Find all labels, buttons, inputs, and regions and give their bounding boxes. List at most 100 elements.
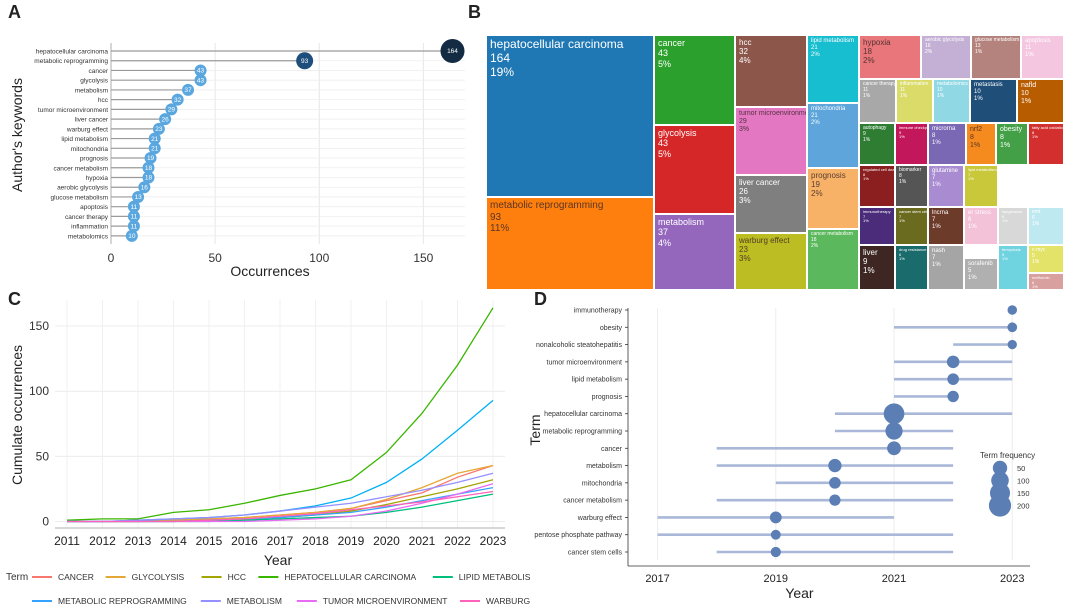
treemap-cell-pct: 1% [968,176,974,182]
treemap-cell-count: 8 [970,134,974,142]
treemap-cell-count: 9 [899,129,902,135]
treemap-cell-count: 7 [932,254,936,261]
treemap-cell-count: 8 [932,132,936,139]
category-tick-label: tumor microenvironment [38,107,108,114]
lollipop-value-label: 29 [168,107,176,114]
treemap-cell-count: 7 [899,213,902,219]
term-dot [1007,305,1018,315]
lollipop-value-label: 13 [134,194,142,201]
y-axis-title: Author's keywords [9,78,25,192]
treemap-cell-label: immune checkpoint inhibitors [899,125,928,130]
series-line [67,490,494,523]
category-tick-label: metabolism [75,87,108,94]
treemap-cell: obesity 8 1% [996,123,1028,165]
legend-label: LIPID METABOLISM [459,572,530,582]
x-tick-label: 2016 [231,534,258,548]
lollipop-value-label: 11 [131,223,138,230]
treemap-cell-pct: 1% [863,218,869,224]
term-dot [885,422,903,440]
lollipop-dot [127,210,140,223]
treemap-cell-label: liver [863,248,878,257]
treemap-cell: metastasis 10 1% [970,79,1017,123]
term-label: cancer metabolism [563,498,622,505]
treemap-cell-label: metastasis [974,82,1003,88]
treemap-cell-label: c-myc [1032,247,1046,253]
lollipop-value-label: 21 [151,136,159,143]
treemap-cell-pct: 1% [932,139,941,146]
treemap-cell-count: 7 [863,213,866,219]
treemap-cell: metabolism 37 4% [654,214,735,290]
treemap-cell-count: 18 [811,236,817,243]
treemap-cell-count: 37 [658,227,669,238]
treemap-cell-count: 6 [1032,214,1035,221]
treemap-cell-pct: 1% [1032,134,1038,140]
treemap-cell: tumor microenvironment 29 3% [735,107,807,175]
category-tick-label: apoptosis [80,204,109,211]
treemap-cell-count: 26 [739,187,748,197]
panel-c-letter: C [8,289,21,309]
treemap-cell-count: 8 [863,171,866,177]
treemap-cell-label: nafld [1021,82,1037,89]
treemap-cell: cancer 43 5% [654,35,735,125]
lollipop-dot [148,132,161,145]
treemap-cell-pct: 2% [863,56,875,66]
treemap-cell-label: hepatocellular carcinoma [490,37,624,51]
treemap-cell-label: mitochondria [811,106,846,112]
term-label: tumor microenvironment [547,359,623,366]
treemap-cell-count: 9 [863,130,866,137]
treemap-cell: apoptosis 11 1% [1021,35,1064,79]
term-label: mitochondria [582,480,622,487]
panel-a-letter: A [8,2,21,22]
lollipop-dot [194,74,207,87]
treemap-cell: nafld 10 1% [1017,79,1064,123]
treemap-cell-label: metformin [1032,275,1050,280]
treemap-cell: lipogenesis 6 1% [998,207,1028,245]
lollipop-dot [127,220,140,233]
treemap-cell-pct: 3% [739,254,751,264]
treemap-cell: lncrna 7 1% [928,207,964,245]
treemap-cell-label: fatty acid oxidation [1032,125,1064,130]
legend-label: HCC [228,572,246,582]
legend-size-dot [988,494,1012,517]
treemap-cell-label: drug resistance [899,247,927,252]
lollipop-dot [165,103,178,116]
treemap-cell-count: 7 [968,171,971,177]
x-tick-label: 2021 [882,573,906,585]
x-tick-label: 2015 [196,534,223,548]
treemap-cell: c-myc 5 1% [1028,245,1064,273]
lollipop-dot [125,229,138,242]
treemap-cell-label: cancer [658,38,686,48]
x-tick-label: 0 [108,251,115,265]
treemap-cell-count: 16 [925,42,931,49]
term-label: warburg effect [577,515,622,522]
x-tick-label: 2011 [54,534,80,548]
treemap-cell-pct: 1% [970,142,981,150]
legend-size-label: 200 [1017,502,1030,511]
treemap-cell-label: er stress [968,210,992,216]
x-tick-label: 2019 [338,534,365,548]
category-tick-label: hepatocellular carcinoma [36,49,109,56]
treemap-cell: metformin 6 1% [1028,273,1064,290]
term-label: cancer [601,446,623,453]
lollipop-dot [132,190,145,203]
treemap-cell-pct: 5% [658,58,672,69]
treemap-cell-count: 43 [658,48,669,59]
treemap-cell-pct: 5% [658,148,672,159]
treemap-cell-label: ferroptosis [1002,247,1021,252]
category-tick-label: prognosis [80,156,109,163]
panel-b-letter: B [468,2,481,22]
treemap-cell: drug resistance 6 1% [895,245,928,290]
treemap-cell-pct: 1% [1000,142,1011,150]
lollipop-value-label: 43 [197,68,205,75]
treemap-cell-pct: 1% [968,274,977,281]
treemap-cell-count: 10 [974,88,981,95]
treemap-cell: er stress 6 1% [964,207,998,245]
legend-title: Term frequency [980,451,1035,460]
treemap-cell-label: lipid metabolism [968,167,997,172]
treemap-cell-label: metabolism [658,217,705,227]
lollipop-value-label: 43 [197,77,205,84]
treemap-cell: nash 7 1% [928,245,964,290]
legend-size-dot [992,460,1008,476]
treemap-cell-label: glucose metabolism [975,37,1020,43]
treemap-cell-pct: 1% [1032,284,1038,290]
